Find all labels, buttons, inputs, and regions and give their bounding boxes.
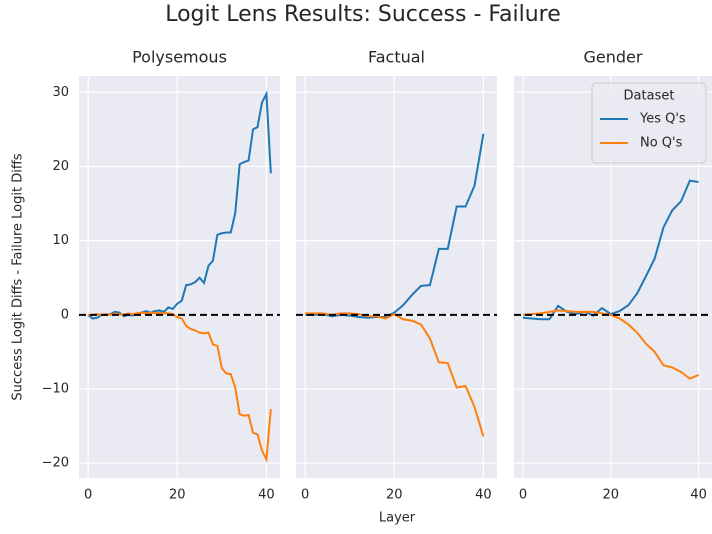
x-tick-label: 40 xyxy=(690,488,707,503)
subplot-title: Polysemous xyxy=(132,48,227,67)
x-tick-label: 0 xyxy=(301,488,309,503)
x-tick-label: 40 xyxy=(258,488,275,503)
y-axis-label: Success Logit Diffs - Failure Logit Diff… xyxy=(11,153,26,400)
plot-area xyxy=(79,76,280,478)
x-axis-label: Layer xyxy=(379,511,416,526)
series-line xyxy=(87,89,272,320)
x-tick-label: 0 xyxy=(84,488,92,503)
subplot-title: Gender xyxy=(584,48,643,67)
y-tick-label: 0 xyxy=(61,307,69,322)
x-tick-label: 20 xyxy=(169,488,186,503)
legend-label: No Q's xyxy=(640,136,683,151)
plot-area xyxy=(296,76,497,478)
y-tick-label: −20 xyxy=(42,456,69,471)
x-tick-label: 0 xyxy=(519,488,527,503)
y-tick-label: 10 xyxy=(52,233,69,248)
y-tick-label: −10 xyxy=(42,381,69,396)
y-tick-label: 30 xyxy=(52,85,69,100)
y-tick-label: 20 xyxy=(52,159,69,174)
x-tick-label: 20 xyxy=(386,488,403,503)
series-line xyxy=(522,309,699,380)
x-tick-label: 20 xyxy=(603,488,620,503)
x-tick-label: 40 xyxy=(475,488,492,503)
subplot-title: Factual xyxy=(368,48,425,67)
figure-title: Logit Lens Results: Success - Failure xyxy=(165,2,561,27)
legend-label: Yes Q's xyxy=(639,112,686,127)
legend-title: Dataset xyxy=(624,89,675,104)
